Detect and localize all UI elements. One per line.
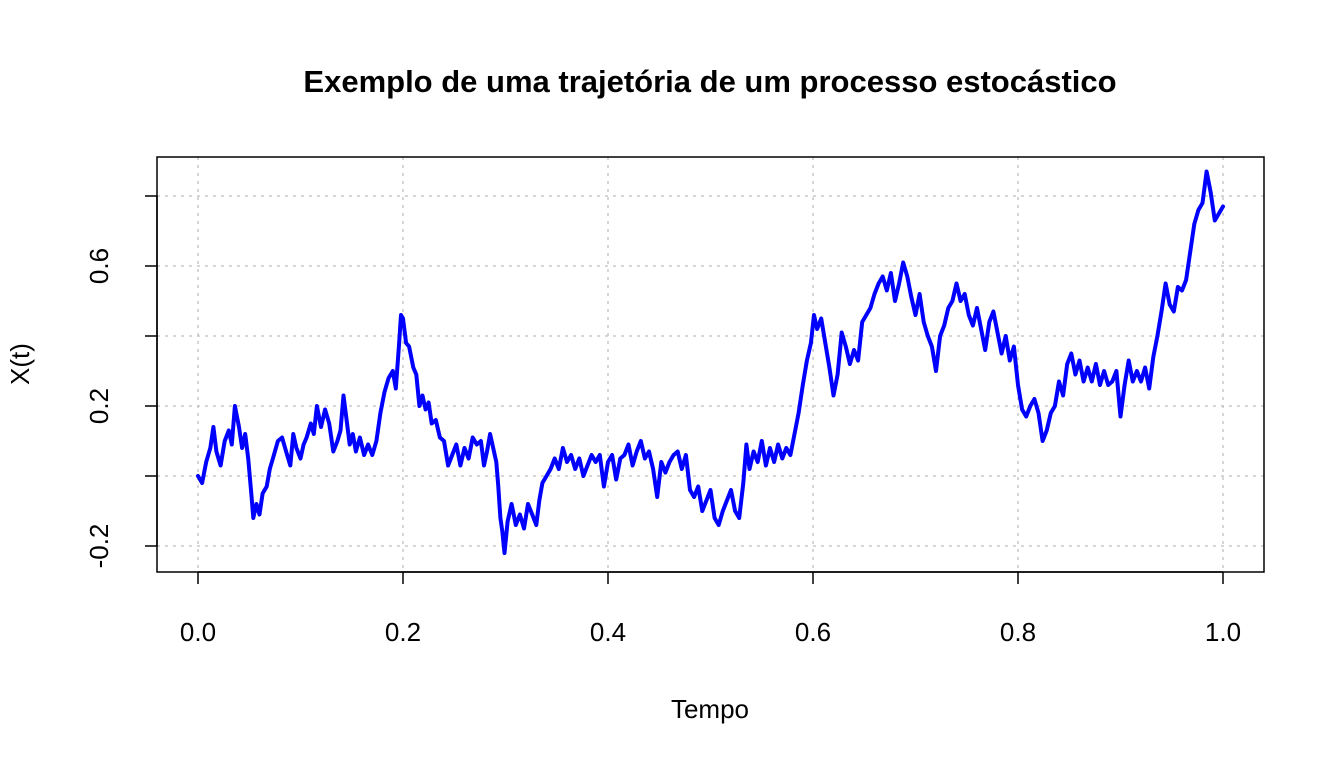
- y-axis: -0.2 0.2 0.6: [84, 195, 158, 569]
- y-axis-label: X(t): [5, 343, 35, 385]
- y-tick-label: 0.2: [84, 388, 114, 424]
- x-tick-label: 0.8: [1000, 617, 1036, 647]
- x-tick-label: 0.6: [795, 617, 831, 647]
- series-layer: [196, 169, 1225, 555]
- chart-title: Exemplo de uma trajetória de um processo…: [303, 64, 1116, 99]
- x-axis: 0.0 0.2 0.4 0.6 0.8 1.0: [180, 571, 1241, 647]
- x-tick-label: 1.0: [1205, 617, 1241, 647]
- x-tick-label: 0.2: [385, 617, 421, 647]
- y-tick-label: -0.2: [84, 524, 114, 569]
- x-tick-label: 0.0: [180, 617, 216, 647]
- y-tick-label: 0.6: [84, 248, 114, 284]
- x-tick-label: 0.4: [590, 617, 626, 647]
- series-line: [196, 169, 1225, 555]
- x-axis-label: Tempo: [671, 694, 749, 724]
